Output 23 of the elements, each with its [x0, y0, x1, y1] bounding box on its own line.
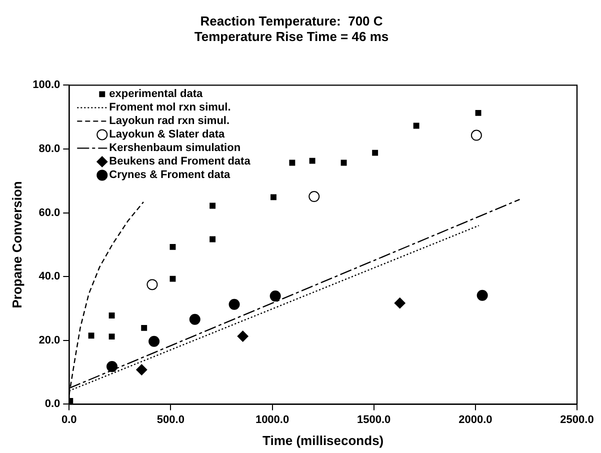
y-tick-label: 20.0 — [38, 334, 60, 346]
legend-label: Crynes & Froment data — [109, 169, 232, 182]
legend-label: Layokun & Slater data — [109, 128, 226, 141]
y-tick-label: 0.0 — [44, 398, 60, 410]
legend-label: Kershenbaum simulation — [109, 142, 241, 154]
chart-subtitle: Temperature Rise Time = 46 ms — [194, 28, 389, 44]
legend-label: Layokun rad rxn simul. — [109, 115, 230, 128]
x-axis-title: Time (milliseconds) — [262, 432, 384, 448]
y-axis-title: Propane Conversion — [9, 181, 24, 308]
x-tick-label: 2500.0 — [560, 414, 594, 426]
y-tick-label: 80.0 — [38, 143, 60, 156]
x-tick-label: 500.0 — [156, 414, 184, 426]
legend-label: experimental data — [109, 88, 204, 100]
x-tick-label: 1000.0 — [255, 414, 290, 426]
y-tick-label: 100.0 — [32, 79, 60, 92]
x-tick-label: 2000.0 — [458, 414, 492, 426]
x-tick-label: 1500.0 — [357, 414, 391, 426]
y-tick-label: 40.0 — [38, 270, 60, 283]
legend-label: Froment mol rxn simul. — [109, 102, 231, 114]
y-tick-label: 60.0 — [38, 206, 60, 219]
x-tick-label: 0.0 — [61, 414, 77, 426]
legend-label: Beukens and Froment data — [109, 156, 252, 168]
chart-title: Reaction Temperature: 700 C — [200, 13, 384, 28]
